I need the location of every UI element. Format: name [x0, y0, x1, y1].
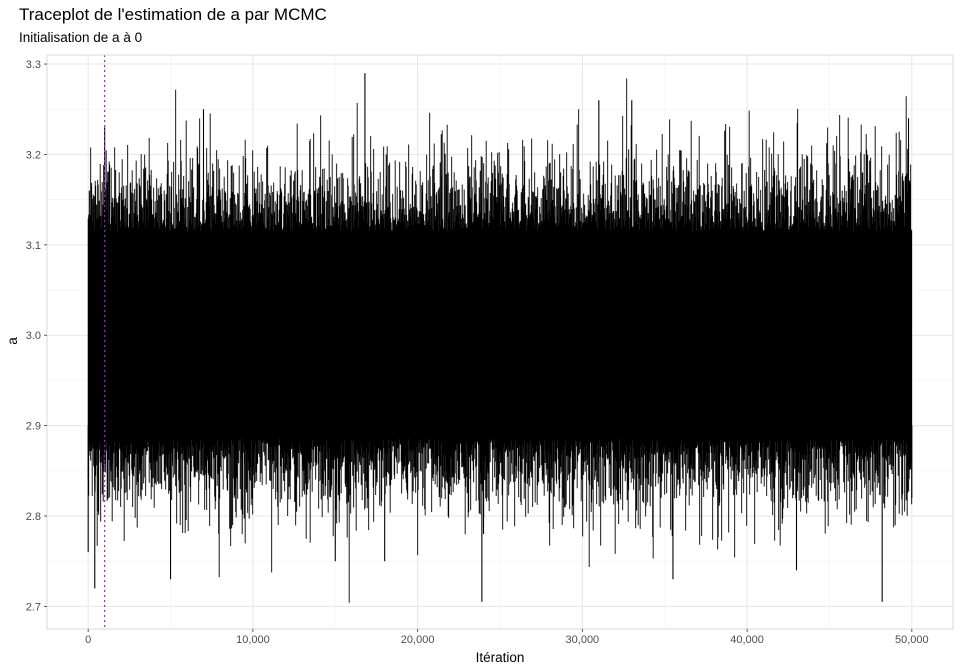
x-tick-label: 30,000: [566, 634, 600, 646]
y-tick-label: 2.8: [26, 511, 41, 523]
panel-border: [46, 54, 954, 630]
y-axis-title: a: [5, 337, 20, 345]
y-tick-label: 3.3: [26, 59, 41, 71]
y-tick-label: 2.7: [26, 601, 41, 613]
x-tick-label: 40,000: [730, 634, 764, 646]
x-tick-label: 0: [85, 634, 91, 646]
y-tick-label: 3.1: [26, 240, 41, 252]
y-tick-label: 2.9: [26, 421, 41, 433]
chart-subtitle: Initialisation de a à 0: [19, 30, 142, 45]
x-tick-label: 50,000: [895, 634, 929, 646]
y-tick-label: 3.2: [26, 149, 41, 161]
y-tick-label: 3.0: [26, 330, 41, 342]
chart-title: Traceplot de l'estimation de a par MCMC: [19, 5, 327, 24]
trace-layer: [87, 73, 913, 603]
x-tick-label: 10,000: [236, 634, 270, 646]
trace-line: [87, 78, 913, 603]
x-axis-title: Itération: [476, 650, 525, 665]
axis-layer: 0 10,000 20,000 30,000 40,000 50,000 2.7 2.8 2.9…: [26, 59, 929, 646]
x-tick-label: 20,000: [401, 634, 435, 646]
